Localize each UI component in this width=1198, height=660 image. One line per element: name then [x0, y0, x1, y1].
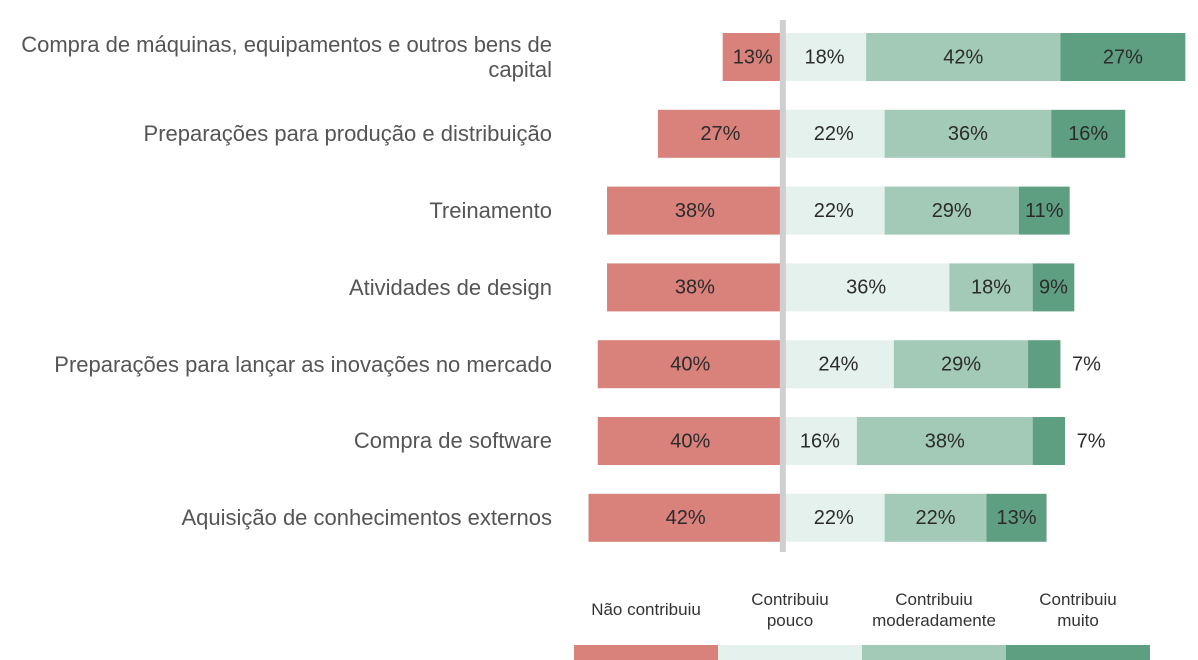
- bar-segment: [856, 417, 1033, 465]
- value-label: 27%: [1103, 46, 1143, 68]
- value-label: 27%: [700, 123, 740, 145]
- bar-segment: [782, 109, 885, 158]
- bar-segment: [722, 33, 783, 81]
- category-label: Compra de máquinas, equipamentos e outro…: [21, 31, 552, 82]
- value-label: 38%: [675, 200, 715, 222]
- bar-segment: [782, 417, 857, 465]
- value-label: 29%: [932, 200, 972, 222]
- value-label: 36%: [846, 277, 886, 299]
- legend-label: Contribuiu pouco: [751, 589, 829, 630]
- bar-segment: [949, 263, 1033, 312]
- value-label: 22%: [814, 123, 854, 145]
- value-label: 7%: [1077, 430, 1106, 452]
- bar-segment: [782, 340, 894, 389]
- bar-segment: [588, 493, 783, 542]
- legend-label: Não contribuiu: [591, 600, 701, 620]
- legend-swatch: [1006, 645, 1150, 660]
- legend-swatch: [862, 645, 1006, 660]
- value-label: 18%: [971, 277, 1011, 299]
- value-label: 16%: [1068, 123, 1108, 145]
- value-label: 22%: [814, 200, 854, 222]
- bar-segment: [607, 186, 783, 235]
- bar-segment: [782, 263, 950, 312]
- bar-segment: [1018, 186, 1070, 235]
- value-label: 16%: [800, 430, 840, 452]
- value-label: 38%: [675, 277, 715, 299]
- value-label: 40%: [670, 353, 710, 375]
- bar-segment: [1051, 109, 1126, 158]
- value-label: 29%: [941, 353, 981, 375]
- value-label: 42%: [943, 46, 983, 68]
- bar-segment: [782, 186, 885, 235]
- value-label: 13%: [733, 46, 773, 68]
- value-label: 13%: [996, 507, 1036, 529]
- bar-segment: [1028, 340, 1061, 389]
- value-label: 7%: [1072, 353, 1101, 375]
- legend-swatch: [574, 645, 718, 660]
- bar-segment: [597, 340, 783, 389]
- value-label: 11%: [1025, 200, 1064, 222]
- bar-segment: [607, 263, 783, 312]
- value-label: 22%: [814, 507, 854, 529]
- category-label: Atividades de design: [348, 274, 552, 300]
- category-label: Preparações para lançar as inovações no …: [54, 351, 552, 377]
- bar-segment: [1032, 263, 1075, 312]
- category-label: Preparações para produção e distribuição: [143, 121, 552, 147]
- bar-segment: [782, 493, 885, 542]
- category-label: Treinamento: [429, 197, 552, 223]
- category-label: Aquisição de conhecimentos externos: [181, 505, 552, 531]
- legend-label: Contribuiu moderadamente: [872, 589, 996, 630]
- bar-segment: [1032, 417, 1066, 465]
- legend-label: Contribuiu muito: [1039, 589, 1117, 630]
- bar-segment: [884, 493, 987, 542]
- bar-segment: [884, 186, 1019, 235]
- bar-segment: [893, 340, 1029, 389]
- bar-segment: [782, 33, 867, 81]
- value-label: 24%: [818, 353, 858, 375]
- value-label: 9%: [1039, 277, 1068, 299]
- bar-segment: [1060, 33, 1186, 81]
- bar-segment: [986, 493, 1047, 542]
- value-label: 22%: [916, 507, 956, 529]
- legend-swatch: [718, 645, 862, 660]
- value-label: 40%: [670, 430, 710, 452]
- bar-segment: [657, 109, 783, 158]
- value-label: 38%: [925, 430, 965, 452]
- bar-segment: [597, 417, 783, 465]
- value-label: 36%: [948, 123, 988, 145]
- value-label: 18%: [804, 46, 844, 68]
- bar-segment: [866, 33, 1061, 81]
- category-label: Compra de software: [353, 428, 552, 454]
- value-label: 42%: [666, 507, 706, 529]
- bar-segment: [884, 109, 1052, 158]
